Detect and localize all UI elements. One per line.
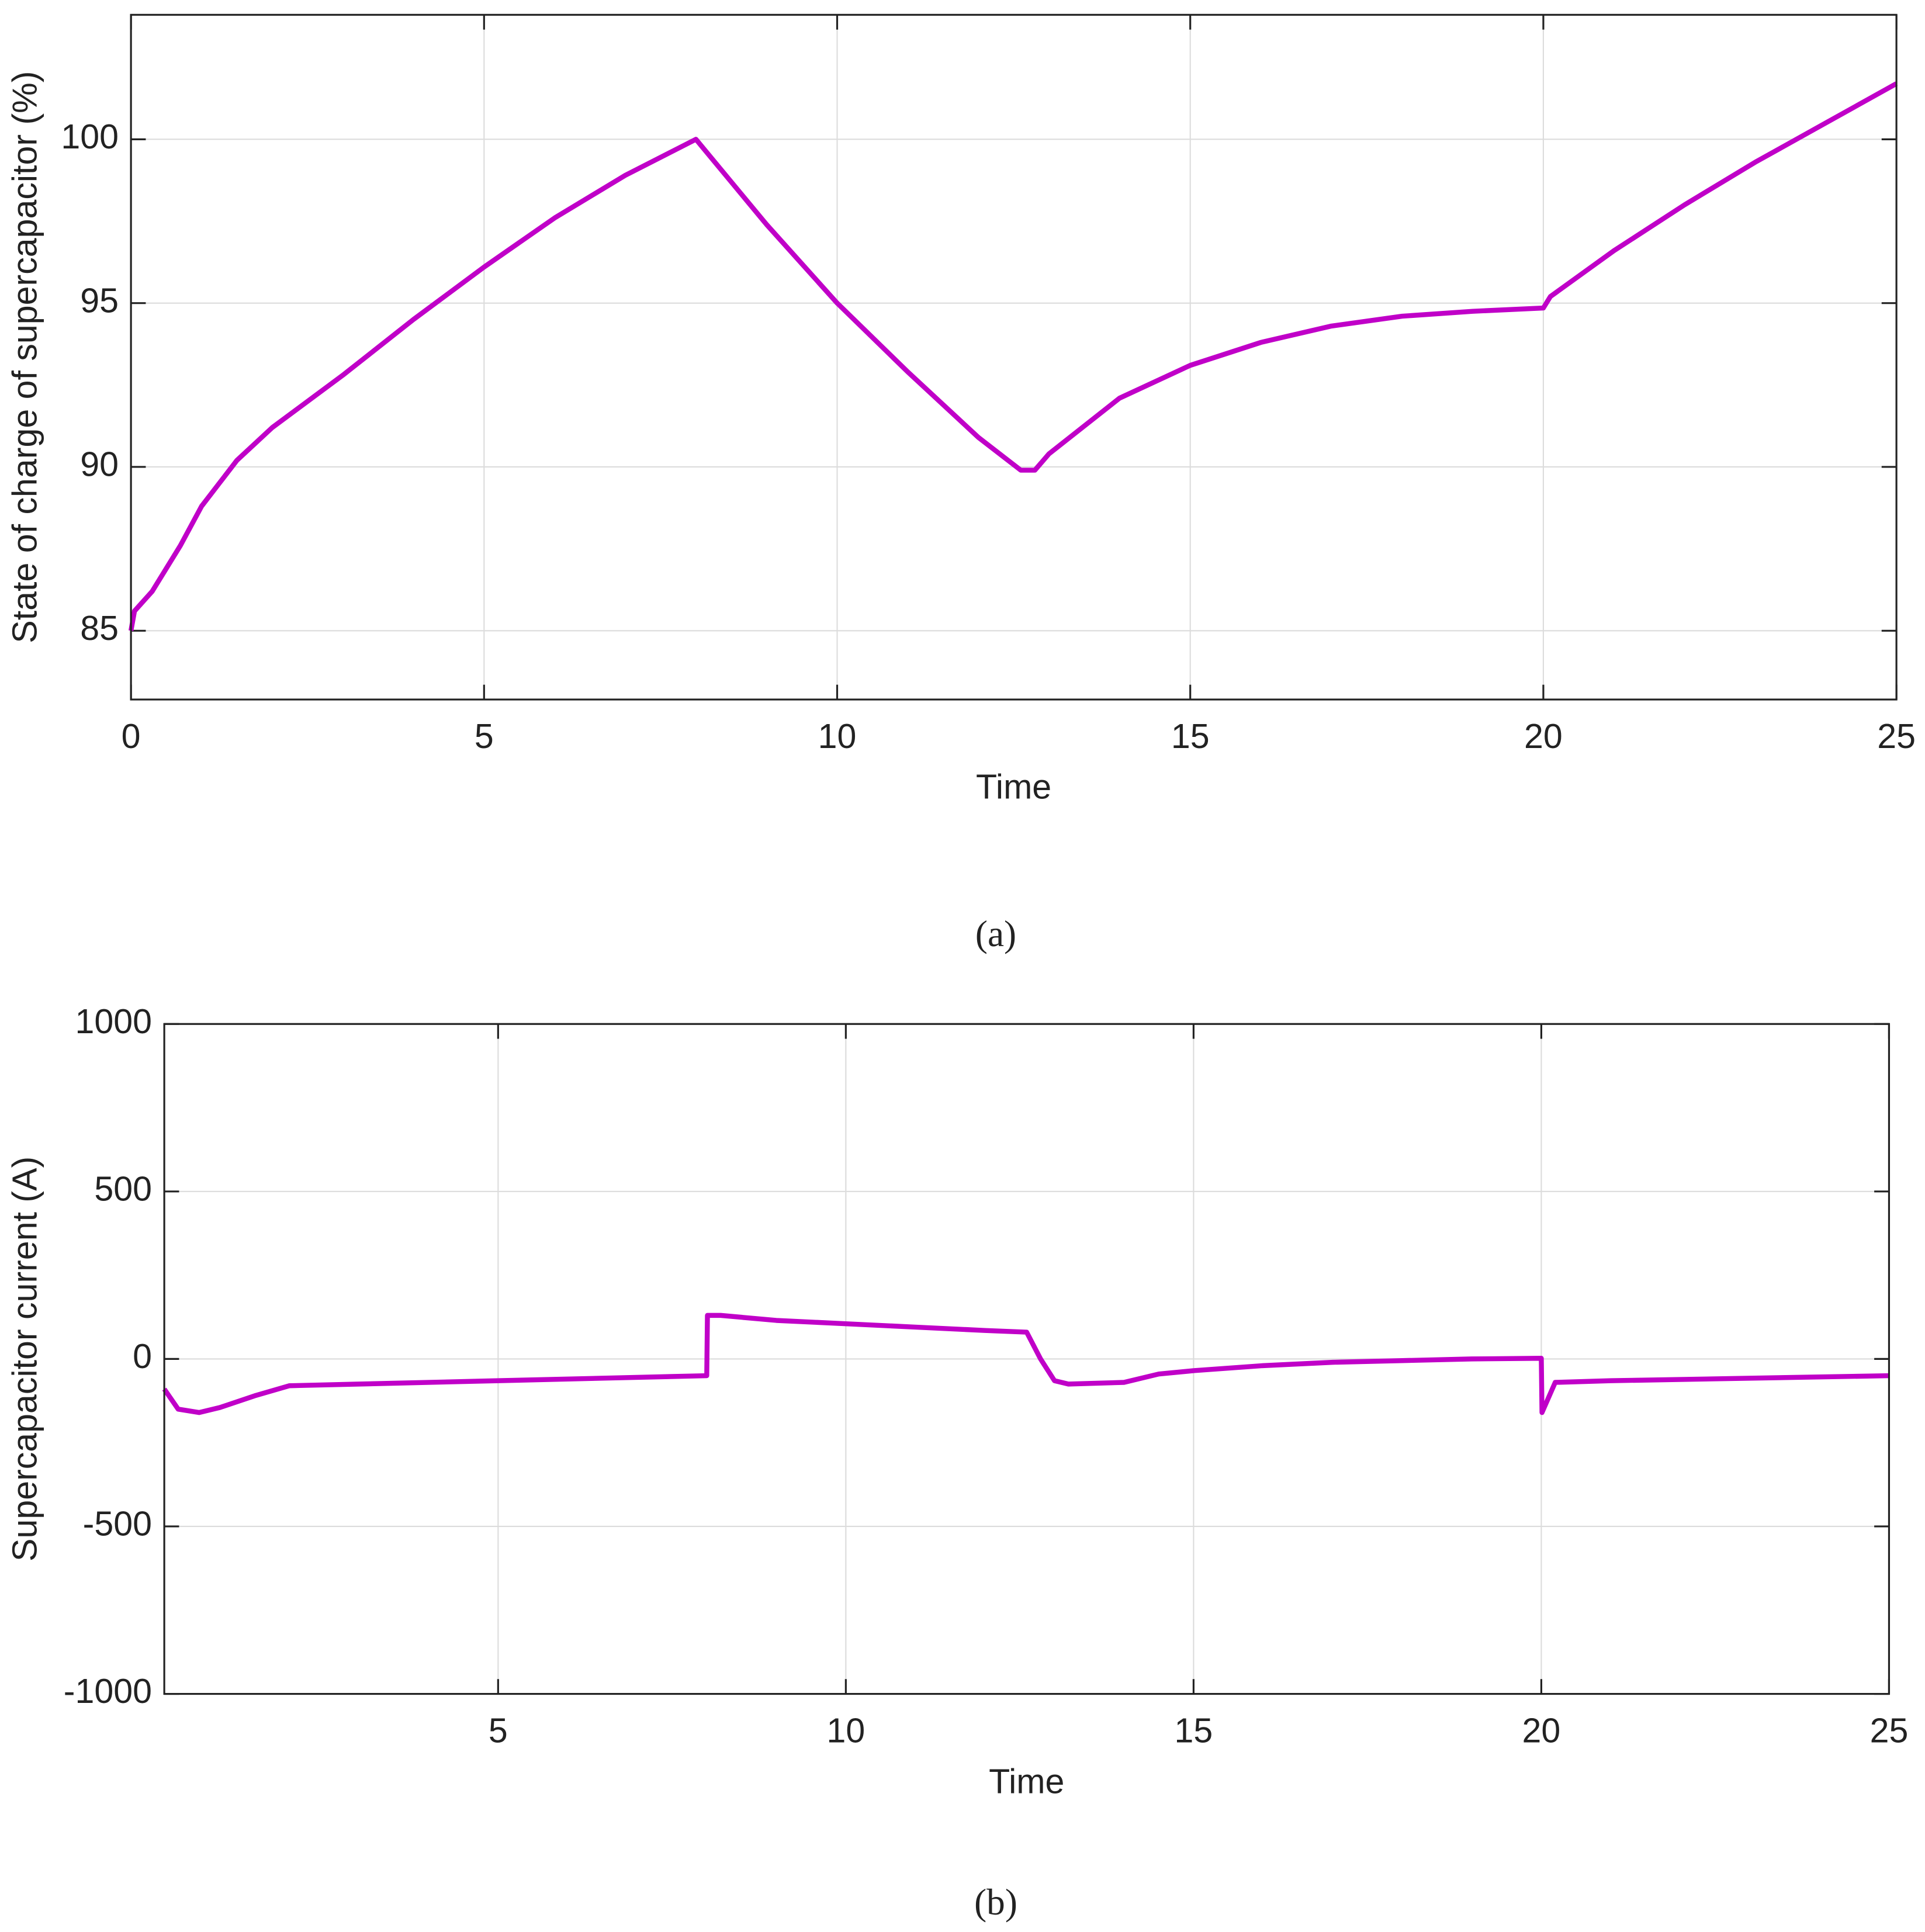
x-tick-label: 25 <box>1870 1711 1909 1750</box>
caption: (b) <box>974 1882 1017 1923</box>
y-tick-label: -1000 <box>64 1671 152 1711</box>
y-tick-label: 95 <box>80 281 119 320</box>
y-axis-label: State of charge of supercapacitor (%) <box>5 71 44 643</box>
x-tick-label: 5 <box>475 716 494 756</box>
y-tick-label: 0 <box>133 1337 152 1376</box>
y-tick-label: 90 <box>80 445 119 484</box>
x-tick-label: 15 <box>1175 1711 1213 1750</box>
plot-frame <box>163 1023 1891 1695</box>
x-tick-label: 10 <box>818 716 857 756</box>
x-axis-label: Time <box>976 767 1051 806</box>
data-line <box>128 81 1898 632</box>
caption: (a) <box>975 913 1016 954</box>
plot-frame <box>130 13 1898 701</box>
y-tick-label: 85 <box>80 608 119 648</box>
x-tick-label: 20 <box>1522 1711 1561 1750</box>
y-tick-label: -500 <box>83 1504 152 1543</box>
x-tick-label: 5 <box>489 1711 508 1750</box>
x-tick-label: 15 <box>1171 716 1210 756</box>
x-axis-label: Time <box>989 1761 1064 1801</box>
y-tick-label: 1000 <box>75 1002 152 1041</box>
y-tick-label: 500 <box>94 1169 152 1208</box>
y-axis-label: Supercapacitor current (A) <box>5 1157 44 1561</box>
y-tick-label: 100 <box>61 117 119 156</box>
data-line <box>162 1313 1889 1415</box>
x-tick-label: 0 <box>122 716 141 756</box>
x-tick-label: 25 <box>1877 716 1916 756</box>
x-tick-label: 20 <box>1524 716 1563 756</box>
x-tick-label: 10 <box>826 1711 865 1750</box>
